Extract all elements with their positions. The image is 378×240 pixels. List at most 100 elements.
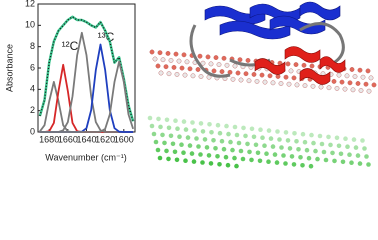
- substrate-atom: [345, 144, 350, 149]
- surface-atom: [301, 62, 307, 68]
- substrate-atom: [300, 131, 306, 137]
- substrate-atom: [260, 135, 265, 140]
- substrate-atom: [162, 140, 167, 146]
- substrate-atom: [296, 147, 301, 152]
- substrate-atom: [283, 161, 288, 166]
- substrate-atom: [196, 144, 201, 149]
- surface-atom: [176, 58, 182, 64]
- surface-atom: [331, 79, 337, 84]
- surface-atom: [213, 55, 219, 60]
- y-axis-label: Absorbance: [4, 44, 14, 92]
- substrate-atom: [206, 153, 212, 158]
- surface-atom: [195, 67, 201, 72]
- substrate-atom: [289, 154, 295, 159]
- surface-atom: [310, 83, 316, 89]
- surface-atom: [168, 58, 174, 63]
- substrate-atom: [294, 139, 299, 144]
- x-tick-label: 1600: [114, 134, 134, 144]
- surface-atom: [184, 59, 190, 65]
- surface-atom: [368, 75, 374, 81]
- substrate-atom: [157, 155, 163, 161]
- substrate-atom: [357, 161, 363, 166]
- surface-atom: [267, 73, 273, 79]
- substrate-atom: [362, 146, 367, 151]
- substrate-atom: [241, 125, 246, 131]
- surface-atom: [286, 81, 292, 87]
- substrate-atom: [243, 133, 248, 139]
- substrate-atom: [211, 138, 216, 143]
- substrate-atom: [172, 149, 178, 155]
- substrate-atom: [215, 122, 221, 128]
- envelope-line: [38, 15, 135, 122]
- substrate-atom: [309, 132, 314, 138]
- x-tick-label: 1620: [95, 134, 115, 144]
- substrate-atom: [183, 158, 188, 163]
- substrate-atom: [190, 120, 195, 125]
- substrate-atom: [217, 162, 222, 167]
- surface-atom: [339, 79, 345, 85]
- substrate-atom: [308, 163, 314, 169]
- substrate-atom: [292, 131, 297, 136]
- substrate-atom: [323, 157, 329, 163]
- substrate-atom: [164, 148, 169, 154]
- substrate-atom: [228, 139, 233, 145]
- substrate-atom: [234, 132, 240, 138]
- y-tick-label: 8: [30, 41, 35, 51]
- surface-atom: [197, 53, 203, 59]
- substrate-atom: [181, 150, 186, 155]
- substrate-atom: [198, 152, 203, 157]
- x-axis-label: Wavenumber (cm⁻¹): [45, 152, 126, 162]
- y-tick-label: 6: [30, 62, 35, 72]
- substrate-atom: [351, 137, 357, 142]
- substrate-atom: [194, 136, 199, 141]
- substrate-atom: [185, 135, 191, 140]
- surface-atom: [251, 72, 257, 77]
- surface-atom: [309, 63, 315, 69]
- substrate-atom: [238, 148, 244, 154]
- surface-atom: [163, 64, 169, 70]
- substrate-atom: [300, 163, 305, 168]
- surface-atom: [243, 71, 249, 77]
- substrate-atom: [173, 118, 178, 123]
- substrate-atom: [257, 158, 263, 164]
- substrate-atom: [249, 157, 254, 163]
- surface-atom: [160, 57, 166, 63]
- surface-atom: [179, 65, 185, 71]
- substrate-atom: [225, 162, 231, 168]
- surface-atom: [205, 54, 211, 60]
- surface-atom: [149, 49, 155, 55]
- surface-atom: [291, 75, 297, 81]
- substrate-atom: [255, 150, 261, 156]
- substrate-atom: [313, 148, 318, 154]
- helix: [299, 68, 331, 85]
- protein-render: [147, 1, 377, 169]
- surface-atom: [219, 69, 225, 75]
- surface-atom: [278, 81, 284, 86]
- surface-atom: [294, 82, 300, 88]
- substrate-atom: [283, 130, 289, 135]
- helix: [204, 5, 266, 25]
- substrate-atom: [306, 155, 312, 161]
- surface-atom: [318, 84, 324, 90]
- helix: [319, 56, 346, 73]
- substrate-atom: [236, 140, 242, 146]
- substrate-atom: [219, 138, 225, 144]
- substrate-atom: [366, 162, 371, 167]
- substrate-atom: [232, 155, 237, 161]
- substrate-atom: [364, 154, 369, 159]
- substrate-atom: [347, 152, 352, 157]
- helix: [269, 15, 326, 35]
- substrate-atom: [166, 125, 172, 131]
- substrate-atom: [275, 129, 280, 134]
- substrate-atom: [253, 142, 259, 148]
- substrate-atom: [355, 153, 361, 158]
- substrate-atom: [191, 159, 197, 164]
- substrate-atom: [230, 147, 235, 153]
- surface-atom: [363, 81, 369, 87]
- surface-atom: [366, 88, 372, 94]
- substrate-atom: [187, 143, 193, 148]
- substrate-atom: [224, 123, 229, 129]
- surface-atom: [270, 80, 276, 86]
- helix: [284, 46, 321, 63]
- surface-atom: [336, 72, 342, 78]
